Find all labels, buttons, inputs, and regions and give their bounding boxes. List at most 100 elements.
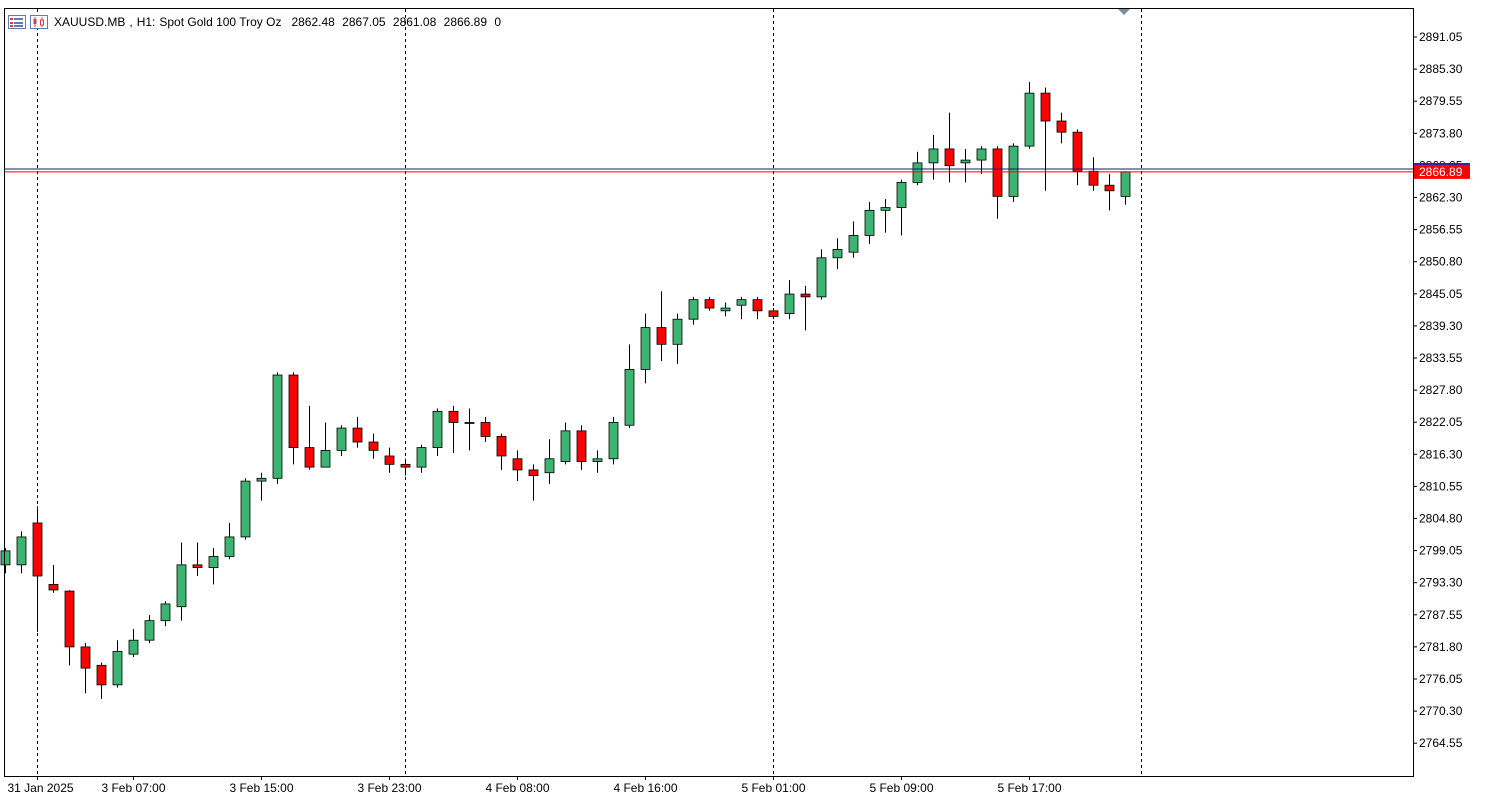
candle-body-bull: [688, 299, 699, 320]
candle-body-bear: [48, 583, 59, 591]
candle-body-bull: [640, 327, 651, 370]
candle-body-bull: [272, 374, 283, 479]
candle: [688, 296, 699, 325]
candle: [752, 296, 763, 320]
candle: [208, 548, 219, 585]
x-axis-tick-label: 3 Feb 07:00: [101, 781, 165, 795]
y-axis-tick-label: 2781.80: [1419, 640, 1463, 654]
candle: [912, 151, 923, 186]
y-axis-tick-label: 2862.30: [1419, 191, 1463, 205]
candle-body-bull: [256, 477, 267, 482]
candle-body-bear: [944, 148, 955, 167]
candle-body-bear: [1104, 184, 1115, 192]
open-value: 2862.48: [291, 15, 335, 29]
candle: [640, 313, 651, 384]
x-axis-tick-label: 4 Feb 16:00: [613, 781, 677, 795]
candle: [272, 372, 283, 484]
candle: [1040, 87, 1051, 191]
candles-layer: [0, 81, 1131, 699]
candle-body-bear: [768, 310, 779, 317]
y-axis-tick-label: 2804.80: [1419, 512, 1463, 526]
candle: [592, 450, 603, 473]
y-axis-tick-label: 2856.55: [1419, 223, 1463, 237]
ohlc-values: 2862.48 2867.05 2861.08 2866.89 0: [291, 15, 505, 29]
y-axis-tick-label: 2793.30: [1419, 576, 1463, 590]
candle: [400, 458, 411, 476]
candle: [832, 238, 843, 269]
candle: [512, 450, 523, 482]
candle: [1008, 143, 1019, 202]
candle-body-bull: [112, 650, 123, 686]
candle-body-bull: [560, 430, 571, 462]
candle: [256, 472, 267, 501]
y-axis-tick-label: 2770.30: [1419, 704, 1463, 718]
candle: [896, 179, 907, 236]
symbol-description: Spot Gold 100 Troy Oz: [159, 15, 282, 29]
candle: [448, 405, 459, 454]
candle: [304, 405, 315, 470]
candle-body-bull: [176, 564, 187, 608]
x-axis-tick-label: 4 Feb 08:00: [485, 781, 549, 795]
candle-body-bull: [608, 422, 619, 460]
candle-body-bull: [160, 603, 171, 622]
grid-layer: [37, 9, 1142, 776]
candle-body-bear: [496, 436, 507, 457]
symbol-label: XAUUSD.MB: [54, 15, 126, 29]
candle: [544, 439, 555, 484]
candle: [1024, 81, 1035, 149]
candle: [576, 425, 587, 470]
candle-body-bear: [1088, 170, 1099, 186]
candle: [288, 372, 299, 465]
header-separator: ,: [129, 15, 133, 29]
candle: [320, 422, 331, 468]
list-icon[interactable]: [8, 15, 26, 29]
timeframe-label: H1:: [136, 15, 156, 29]
y-axis-tick-label: 2845.05: [1419, 287, 1463, 301]
candle: [960, 148, 971, 183]
y-axis-tick-label: 2833.55: [1419, 351, 1463, 365]
y-axis-tick-label: 2776.05: [1419, 672, 1463, 686]
candle-body-bull: [208, 556, 219, 569]
candle-body-bull: [320, 449, 331, 468]
y-axis-tick-label: 2879.55: [1419, 94, 1463, 108]
candle-body-bull: [240, 480, 251, 538]
candle-body-bear: [576, 430, 587, 462]
candle-body-bull: [224, 536, 235, 557]
chart-bars-icon[interactable]: [30, 15, 48, 29]
candle-body-bull: [336, 427, 347, 451]
candle: [16, 531, 27, 574]
candle: [176, 542, 187, 621]
candle: [944, 112, 955, 183]
candle-body-bear: [528, 469, 539, 476]
candle: [384, 447, 395, 473]
candle-body-bull: [896, 182, 907, 208]
candle-body-bear: [704, 299, 715, 309]
candle: [480, 416, 491, 443]
x-axis-tick-label: 3 Feb 15:00: [229, 781, 293, 795]
candle: [768, 308, 779, 320]
candle: [800, 285, 811, 331]
candle-body-bear: [1056, 120, 1067, 133]
candle: [144, 615, 155, 643]
y-axis-tick-label: 2839.30: [1419, 319, 1463, 333]
candle-body-bear: [800, 293, 811, 298]
candle-body-bull: [880, 207, 891, 211]
candle: [336, 425, 347, 456]
candle: [608, 416, 619, 465]
candle: [1072, 129, 1083, 186]
candle-body-bear: [480, 422, 491, 437]
chart-shift-marker-icon[interactable]: [1118, 9, 1130, 15]
candle-body-bull: [464, 422, 475, 424]
y-axis-tick-label: 2810.55: [1419, 479, 1463, 493]
candle: [432, 408, 443, 456]
candle: [368, 433, 379, 459]
y-axis-tick-label: 2850.80: [1419, 255, 1463, 269]
y-axis-tick-label: 2891.05: [1419, 30, 1463, 44]
candle: [816, 249, 827, 300]
candle-body-bull: [720, 307, 731, 312]
candle-body-bull: [832, 249, 843, 259]
candle-body-bear: [288, 374, 299, 449]
candle-body-bear: [992, 148, 1003, 197]
